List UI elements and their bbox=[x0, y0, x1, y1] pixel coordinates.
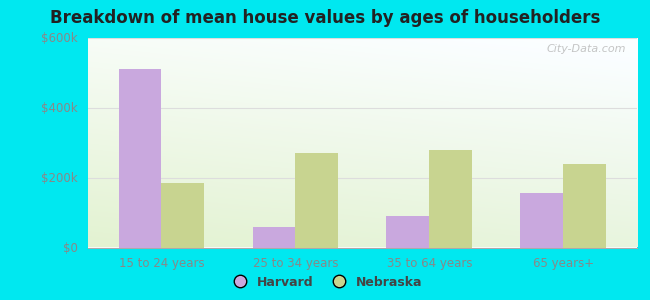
Bar bbox=[387, 216, 430, 248]
Text: City-Data.com: City-Data.com bbox=[547, 44, 626, 54]
Legend: Harvard, Nebraska: Harvard, Nebraska bbox=[222, 271, 428, 294]
Bar bbox=[295, 153, 338, 248]
Text: Breakdown of mean house values by ages of householders: Breakdown of mean house values by ages o… bbox=[50, 9, 600, 27]
Bar bbox=[564, 164, 606, 247]
Bar bbox=[252, 226, 295, 248]
Bar bbox=[521, 193, 564, 248]
Bar bbox=[118, 69, 161, 248]
Bar bbox=[430, 149, 472, 248]
Bar bbox=[161, 183, 204, 248]
